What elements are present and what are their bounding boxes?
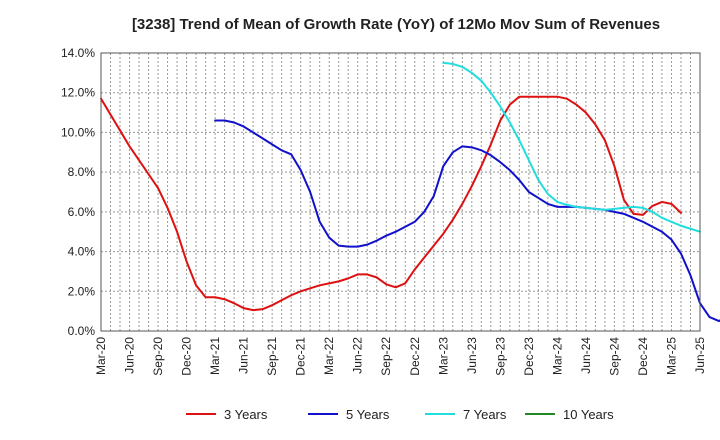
x-tick-label: Sep-24 — [607, 337, 621, 376]
series-line-7-years — [442, 61, 701, 233]
x-tick-label: Sep-22 — [379, 337, 393, 376]
series-line-3-years — [100, 95, 682, 312]
y-axis: 0.0% 2.0% 4.0% 6.0% 8.0% 10.0% 12.0% 14.0% — [61, 46, 95, 338]
x-tick-label: Jun-21 — [237, 337, 251, 374]
x-tick-label: Mar-24 — [550, 337, 564, 375]
x-axis: Mar-20 Jun-20 Sep-20 Dec-20 Mar-21 Jun-21 Sep-… — [94, 337, 707, 376]
x-tick-label: Jun-25 — [693, 337, 707, 374]
x-tick-label: Sep-21 — [265, 337, 279, 376]
y-tick-label: 2.0% — [68, 284, 96, 298]
x-tick-label: Dec-22 — [408, 337, 422, 376]
y-tick-label: 4.0% — [68, 245, 96, 259]
x-tick-label: Jun-20 — [123, 337, 137, 374]
x-tick-label: Mar-20 — [94, 337, 108, 375]
x-tick-label: Mar-25 — [664, 337, 678, 375]
legend: 3 Years 5 Years 7 Years 10 Years — [186, 407, 614, 422]
legend-label: 5 Years — [346, 407, 390, 422]
legend-label: 3 Years — [224, 407, 268, 422]
legend-label: 7 Years — [463, 407, 507, 422]
x-tick-label: Sep-23 — [493, 337, 507, 376]
y-tick-label: 6.0% — [68, 205, 96, 219]
y-tick-label: 10.0% — [61, 125, 95, 139]
y-tick-label: 12.0% — [61, 86, 95, 100]
y-tick-label: 8.0% — [68, 165, 96, 179]
x-tick-label: Dec-21 — [294, 337, 308, 376]
y-tick-label: 0.0% — [68, 324, 96, 338]
y-tick-label: 14.0% — [61, 46, 95, 60]
chart-title: [3238] Trend of Mean of Growth Rate (YoY… — [132, 16, 660, 33]
x-tick-label: Jun-22 — [351, 337, 365, 374]
series-layer — [100, 61, 720, 323]
x-tick-label: Mar-21 — [208, 337, 222, 375]
x-tick-label: Jun-23 — [465, 337, 479, 374]
x-tick-label: Mar-23 — [436, 337, 450, 375]
x-tick-label: Sep-20 — [151, 337, 165, 376]
plot-frame — [100, 52, 701, 332]
series-line-5-years — [214, 119, 720, 323]
x-tick-label: Dec-23 — [522, 337, 536, 376]
x-tick-label: Dec-20 — [180, 337, 194, 376]
x-tick-label: Jun-24 — [579, 337, 593, 374]
plot-area — [101, 53, 700, 331]
legend-label: 10 Years — [563, 407, 614, 422]
x-tick-label: Mar-22 — [322, 337, 336, 375]
x-tick-label: Dec-24 — [636, 337, 650, 376]
